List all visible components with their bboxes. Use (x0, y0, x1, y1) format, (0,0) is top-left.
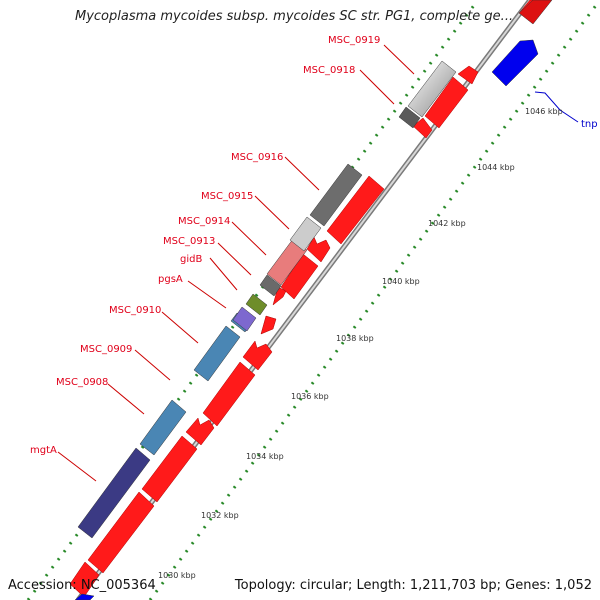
cds-block[interactable] (412, 117, 433, 139)
gene-MSC_0914[interactable] (266, 238, 308, 286)
cds-block[interactable] (87, 491, 155, 574)
label-MSC_0910: MSC_0910 (109, 305, 161, 316)
tick-label-1038: 1038 kbp (336, 334, 374, 343)
label-MSC_0913: MSC_0913 (163, 236, 215, 247)
gene-tnp[interactable] (491, 39, 539, 87)
label-pgsA: pgsA (158, 274, 183, 285)
inner-dotted-ruler (148, 0, 600, 600)
cds-block[interactable] (242, 340, 273, 371)
tick-label-1036: 1036 kbp (291, 392, 329, 401)
cds-track (69, 0, 549, 598)
cds-block[interactable] (260, 315, 277, 335)
tick-label-1046: 1046 kbp (525, 107, 563, 116)
genome-title: Mycoplasma mycoides subsp. mycoides SC s… (75, 9, 514, 24)
gene-pgsA[interactable] (232, 306, 257, 332)
tick-label-1040: 1040 kbp (382, 277, 420, 286)
topology-text: Topology: circular; Length: 1,211,703 bp… (234, 578, 592, 593)
gene-bottom-blue[interactable] (74, 593, 95, 600)
tick-label-1034: 1034 kbp (246, 452, 284, 461)
label-MSC_0915: MSC_0915 (201, 191, 253, 202)
label-MSC_0908: MSC_0908 (56, 377, 108, 388)
label-MSC_0916: MSC_0916 (231, 152, 283, 163)
leader-lines (57, 44, 415, 482)
cds-block[interactable] (69, 561, 100, 598)
tnp-leader-line (534, 91, 579, 123)
cds-block[interactable] (202, 361, 256, 427)
label-tnp: tnp (581, 119, 598, 130)
label-MSC_0919: MSC_0919 (328, 35, 380, 46)
label-MSC_0909: MSC_0909 (80, 344, 132, 355)
label-MSC_0914: MSC_0914 (178, 216, 230, 227)
cds-block[interactable] (185, 417, 215, 446)
gene-MSC_0913[interactable] (259, 274, 282, 297)
accession-text: Accession: NC_005364 (8, 578, 156, 593)
cds-block[interactable] (457, 65, 479, 85)
label-MSC_0918: MSC_0918 (303, 65, 355, 76)
tick-label-1044: 1044 kbp (477, 163, 515, 172)
tick-label-1042: 1042 kbp (428, 219, 466, 228)
gene-MSC_0918[interactable] (398, 106, 421, 129)
gene-MSC_0916[interactable] (309, 163, 363, 227)
cds-block[interactable] (326, 175, 385, 245)
gene-MSC_0909[interactable] (193, 325, 241, 382)
gene-gidB[interactable] (245, 293, 268, 316)
cds-block[interactable] (424, 76, 469, 129)
gene-top[interactable] (518, 0, 553, 25)
label-gidB: gidB (180, 254, 202, 265)
gene-MSC_0908[interactable] (139, 399, 187, 456)
gene-MSC_0915[interactable] (289, 216, 322, 252)
cds-block[interactable] (141, 435, 198, 503)
label-mgtA: mgtA (30, 445, 57, 456)
tick-label-1032: 1032 kbp (201, 511, 239, 520)
tick-label-1030: 1030 kbp (158, 571, 196, 580)
gene-mgtA[interactable] (77, 447, 151, 539)
gene-track (74, 0, 553, 600)
gene-MSC_0919[interactable] (407, 60, 457, 118)
